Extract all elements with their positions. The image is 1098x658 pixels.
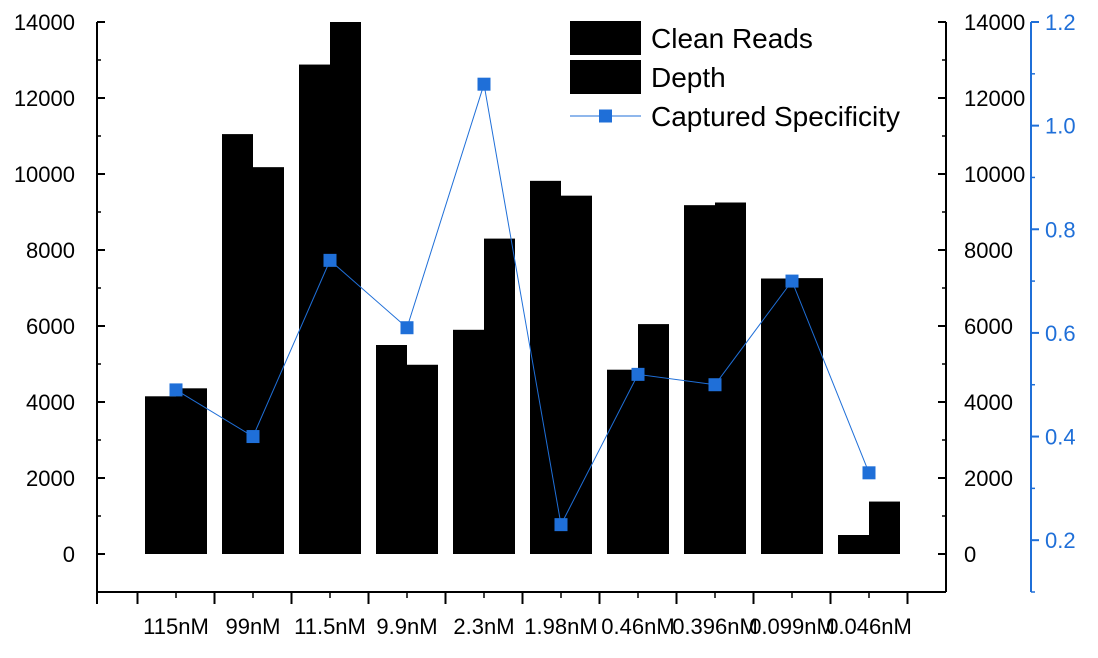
y-left-tick-label: 14000	[14, 10, 75, 35]
bar-clean-reads-0.099nM	[761, 278, 792, 554]
y-left-tick-label: 2000	[26, 466, 75, 491]
bar-clean-reads-1.98nM	[530, 180, 561, 554]
bar-depth-11.5nM	[330, 22, 361, 554]
y-right-inner-tick-label: 10000	[964, 162, 1025, 187]
legend-marker-captured-specificity	[599, 109, 612, 123]
x-tick-label: 0.099nM	[749, 614, 835, 639]
x-tick-label: 11.5nM	[294, 614, 366, 639]
line-captured-specificity	[175, 84, 870, 527]
y-left-tick-label: 6000	[26, 314, 75, 339]
x-tick-label: 99nM	[225, 614, 280, 639]
x-tick-label: 1.98nM	[524, 614, 597, 639]
legend-swatch-clean-reads	[570, 21, 641, 55]
bar-clean-reads-115nM	[145, 396, 176, 554]
x-tick-label: 0.046nM	[826, 614, 912, 639]
y-right-inner-tick-label: 0	[964, 542, 976, 567]
y-right-inner-tick-label: 8000	[964, 238, 1013, 263]
x-tick-label: 0.396nM	[672, 614, 758, 639]
marker-captured-specificity-9.9nM	[400, 321, 414, 335]
bar-clean-reads-9.9nM	[376, 345, 407, 554]
y-right-outer-tick-label: 0.2	[1045, 528, 1076, 553]
bar-depth-0.46nM	[638, 324, 669, 554]
marker-captured-specificity-11.5nM	[323, 253, 337, 267]
bar-depth-0.099nM	[792, 278, 823, 554]
bar-depth-1.98nM	[561, 195, 592, 554]
y-right-outer-tick-label: 0.4	[1045, 425, 1076, 450]
marker-captured-specificity-2.3nM	[477, 77, 491, 91]
y-left-tick-label: 8000	[26, 238, 75, 263]
y-right-inner-tick-label: 2000	[964, 466, 1013, 491]
marker-captured-specificity-0.46nM	[631, 367, 645, 381]
bar-clean-reads-0.046nM	[838, 535, 869, 554]
y-right-outer-tick-label: 0.8	[1045, 217, 1076, 242]
axes-layer: 0 2000 4000 6000 8000 10000 12000 14000 115nM 99n…	[14, 10, 1076, 639]
y-left-tick-label: 10000	[14, 162, 75, 187]
y-right-inner-tick-label: 14000	[964, 10, 1025, 35]
bar-clean-reads-0.46nM	[607, 369, 638, 554]
x-tick-label: 9.9nM	[376, 614, 437, 639]
legend-label-depth: Depth	[651, 62, 726, 93]
y-right-inner-tick-label: 4000	[964, 390, 1013, 415]
line-layer	[169, 77, 876, 532]
marker-captured-specificity-0.046nM	[862, 466, 876, 480]
y-right-outer-tick-label: 1.2	[1045, 10, 1076, 35]
bar-depth-115nM	[176, 388, 207, 554]
bar-clean-reads-2.3nM	[453, 329, 484, 554]
marker-captured-specificity-0.396nM	[708, 378, 722, 392]
y-right-inner-tick-label: 6000	[964, 314, 1013, 339]
bar-clean-reads-99nM	[222, 134, 253, 554]
y-left-tick-label: 4000	[26, 390, 75, 415]
bar-depth-2.3nM	[484, 238, 515, 554]
y-left-tick-label: 12000	[14, 86, 75, 111]
marker-captured-specificity-115nM	[169, 383, 183, 397]
y-right-outer-tick-label: 0.6	[1045, 321, 1076, 346]
bars-layer	[145, 22, 900, 554]
bar-depth-99nM	[253, 167, 284, 554]
legend: Clean Reads Depth Captured Specificity	[570, 21, 900, 132]
y-right-inner-tick-label: 12000	[964, 86, 1025, 111]
legend-label-captured-specificity: Captured Specificity	[651, 101, 900, 132]
y-right-outer-tick-label: 1.0	[1045, 114, 1076, 139]
y-left-tick-label: 0	[63, 542, 75, 567]
bar-depth-0.046nM	[869, 501, 900, 554]
marker-captured-specificity-99nM	[246, 430, 260, 444]
bar-depth-9.9nM	[407, 364, 438, 554]
marker-captured-specificity-1.98nM	[554, 518, 568, 532]
x-tick-label: 2.3nM	[453, 614, 514, 639]
legend-label-clean-reads: Clean Reads	[651, 23, 813, 54]
legend-swatch-depth	[570, 60, 641, 94]
bar-clean-reads-11.5nM	[299, 64, 330, 554]
x-tick-label: 115nM	[143, 614, 209, 639]
x-tick-label: 0.46nM	[601, 614, 674, 639]
marker-captured-specificity-0.099nM	[785, 274, 799, 288]
